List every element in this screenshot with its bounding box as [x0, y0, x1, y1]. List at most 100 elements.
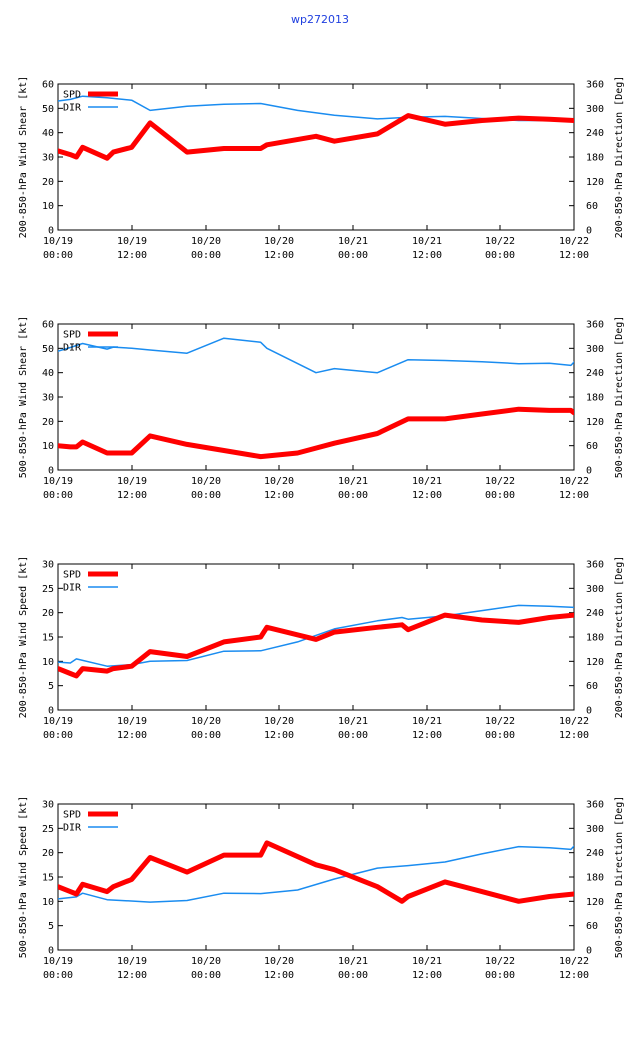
y2-tick-label: 300	[586, 344, 604, 355]
y2-tick-label: 120	[586, 897, 604, 908]
x-tick-date: 10/21	[412, 956, 442, 967]
x-tick-date: 10/22	[485, 236, 515, 247]
plot-frame	[57, 83, 575, 231]
legend-label-spd: SPD	[63, 570, 81, 581]
x-tick-date: 10/20	[191, 716, 221, 727]
y-axis-label: 500-850-hPa Wind Speed [kt]	[18, 796, 29, 959]
y-tick-label: 0	[48, 946, 54, 957]
y-tick-label: 20	[42, 417, 54, 428]
x-tick-date: 10/19	[43, 236, 73, 247]
x-tick-date: 10/19	[117, 476, 147, 487]
y-tick-label: 50	[42, 344, 54, 355]
x-tick-time: 00:00	[338, 730, 368, 741]
y-tick-label: 50	[42, 104, 54, 115]
y-tick-label: 60	[42, 320, 54, 331]
x-tick-time: 12:00	[117, 490, 147, 501]
x-tick-date: 10/21	[412, 236, 442, 247]
x-tick-time: 12:00	[264, 970, 294, 981]
x-tick-time: 12:00	[559, 730, 589, 741]
x-tick-time: 12:00	[117, 250, 147, 261]
legend-label-spd: SPD	[63, 330, 81, 341]
x-tick-date: 10/19	[43, 476, 73, 487]
y-axis-label: 200-850-hPa Wind Shear [kt]	[18, 76, 29, 239]
y-tick-label: 10	[42, 201, 54, 212]
y-tick-label: 60	[42, 80, 54, 91]
y2-tick-label: 180	[586, 873, 604, 884]
y2-axis-label: 200-850-hPa Direction [Deg]	[614, 556, 625, 719]
legend-label-spd: SPD	[63, 90, 81, 101]
legend-label-dir: DIR	[63, 823, 82, 834]
y-tick-label: 10	[42, 441, 54, 452]
y2-tick-label: 360	[586, 800, 604, 811]
x-tick-date: 10/22	[485, 476, 515, 487]
x-tick-date: 10/20	[264, 956, 294, 967]
x-tick-date: 10/20	[264, 716, 294, 727]
x-tick-time: 00:00	[485, 730, 515, 741]
x-tick-date: 10/21	[412, 476, 442, 487]
panel-500-850-wind-shear: 0 10 20 30 40 50 60 0 60 120 180 240 300 360 10/19 00:0…	[18, 316, 625, 501]
y-tick-label: 10	[42, 897, 54, 908]
x-tick-date: 10/20	[264, 236, 294, 247]
x-tick-date: 10/22	[485, 716, 515, 727]
y2-tick-label: 240	[586, 368, 604, 379]
series-dir-line	[58, 95, 574, 122]
x-tick-time: 00:00	[338, 490, 368, 501]
x-tick-time: 12:00	[559, 490, 589, 501]
x-tick-time: 12:00	[117, 970, 147, 981]
y-tick-label: 30	[42, 560, 54, 571]
x-tick-date: 10/21	[412, 716, 442, 727]
series-dir-line	[58, 337, 574, 374]
y-tick-label: 15	[42, 633, 54, 644]
x-tick-date: 10/19	[43, 956, 73, 967]
y-tick-label: 0	[48, 226, 54, 237]
y-tick-label: 15	[42, 873, 54, 884]
y-tick-label: 0	[48, 706, 54, 717]
x-tick-date: 10/22	[559, 476, 589, 487]
y2-tick-label: 0	[586, 706, 592, 717]
legend-label-spd: SPD	[63, 810, 81, 821]
y2-axis-label: 500-850-hPa Direction [Deg]	[614, 796, 625, 959]
y-tick-label: 20	[42, 848, 54, 859]
series-spd-line	[58, 612, 574, 679]
x-tick-time: 00:00	[43, 250, 73, 261]
legend-label-dir: DIR	[63, 103, 82, 114]
y2-tick-label: 360	[586, 80, 604, 91]
y2-tick-label: 360	[586, 320, 604, 331]
x-tick-time: 00:00	[485, 970, 515, 981]
y-tick-label: 30	[42, 393, 54, 404]
panel-200-850-wind-speed: 05101520253006012018024030036010/1900:00…	[18, 556, 625, 741]
x-tick-time: 00:00	[338, 970, 368, 981]
y2-tick-label: 120	[586, 417, 604, 428]
x-tick-date: 10/21	[338, 476, 368, 487]
x-tick-date: 10/21	[338, 956, 368, 967]
y-tick-label: 30	[42, 800, 54, 811]
panel-500-850-wind-speed: 05101520253006012018024030036010/1900:00…	[18, 796, 625, 981]
x-tick-time: 12:00	[264, 490, 294, 501]
x-tick-date: 10/19	[117, 716, 147, 727]
x-tick-time: 12:00	[412, 970, 442, 981]
y-tick-label: 30	[42, 153, 54, 164]
x-tick-date: 10/22	[485, 956, 515, 967]
x-tick-time: 00:00	[43, 970, 73, 981]
x-tick-date: 10/21	[338, 236, 368, 247]
y2-tick-label: 60	[586, 681, 598, 692]
series-spd-line	[58, 113, 574, 161]
y-axis-label: 200-850-hPa Wind Speed [kt]	[18, 556, 29, 719]
x-tick-time: 12:00	[117, 730, 147, 741]
y-tick-label: 10	[42, 657, 54, 668]
y2-tick-label: 300	[586, 584, 604, 595]
x-tick-date: 10/20	[191, 236, 221, 247]
x-tick-date: 10/19	[117, 236, 147, 247]
y2-tick-label: 240	[586, 608, 604, 619]
y2-tick-label: 180	[586, 393, 604, 404]
x-tick-time: 00:00	[191, 490, 221, 501]
y-tick-label: 0	[48, 466, 54, 477]
y2-tick-label: 0	[586, 466, 592, 477]
y2-tick-label: 60	[586, 201, 598, 212]
x-tick-time: 00:00	[191, 730, 221, 741]
x-tick-date: 10/21	[338, 716, 368, 727]
x-tick-date: 10/20	[191, 956, 221, 967]
y2-tick-label: 60	[586, 441, 598, 452]
y2-tick-label: 300	[586, 104, 604, 115]
y-tick-label: 25	[42, 824, 54, 835]
